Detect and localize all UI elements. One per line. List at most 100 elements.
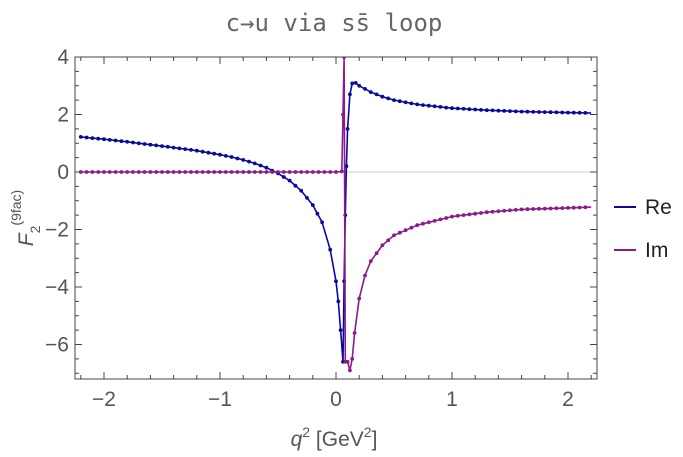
- data-point-im: [223, 170, 228, 174]
- data-point-re: [258, 163, 263, 168]
- data-point-im: [479, 211, 483, 215]
- data-point-re: [421, 103, 425, 107]
- data-point-re: [348, 92, 352, 97]
- data-point-im: [310, 170, 315, 174]
- data-point-re: [212, 151, 217, 156]
- data-point-im: [136, 170, 141, 174]
- data-point-re: [223, 154, 228, 158]
- data-point-im: [212, 170, 217, 174]
- series-group: [78, 57, 592, 373]
- data-point-re: [502, 109, 507, 113]
- data-point-im: [444, 216, 449, 220]
- data-point-im: [276, 170, 280, 174]
- data-point-re: [525, 109, 530, 114]
- data-point-re: [264, 165, 269, 170]
- data-point-im: [328, 170, 333, 174]
- data-point-re: [490, 108, 495, 113]
- data-point-re: [136, 141, 141, 146]
- data-point-re: [299, 188, 304, 193]
- data-point-im: [438, 217, 443, 222]
- data-point-im: [322, 170, 327, 174]
- data-point-im: [90, 170, 95, 174]
- data-point-re: [432, 104, 437, 109]
- data-point-re: [368, 90, 373, 94]
- data-point-re: [345, 126, 350, 131]
- data-point-im: [241, 170, 246, 174]
- axis-ticks: −2 −1 0 1 2 4 2 0 −2 −4 −6: [45, 46, 597, 411]
- data-point-im: [577, 205, 582, 210]
- data-point-re: [548, 110, 553, 115]
- series-line-im: [80, 57, 592, 372]
- legend-label-re: Re: [645, 196, 672, 219]
- data-point-im: [165, 170, 170, 174]
- data-point-im: [148, 170, 153, 174]
- data-point-im: [560, 206, 565, 211]
- data-point-re: [96, 136, 101, 141]
- data-point-im: [107, 170, 112, 174]
- data-point-re: [293, 183, 298, 188]
- data-point-re: [397, 99, 402, 104]
- data-point-re: [154, 143, 159, 148]
- data-point-re: [571, 110, 576, 115]
- data-point-re: [357, 83, 362, 88]
- data-point-im: [281, 170, 286, 174]
- data-point-im: [125, 170, 130, 174]
- data-point-re: [194, 148, 199, 153]
- data-point-re: [78, 135, 83, 139]
- data-point-im: [316, 170, 321, 174]
- data-point-re: [508, 109, 512, 113]
- data-point-im: [171, 170, 176, 174]
- data-point-re: [350, 81, 355, 86]
- data-point-im: [229, 170, 234, 174]
- data-point-re: [102, 137, 106, 142]
- data-point-re: [455, 106, 460, 111]
- data-point-re: [281, 175, 286, 179]
- data-point-im: [554, 206, 559, 211]
- data-point-im: [519, 207, 524, 212]
- data-point-re: [426, 103, 431, 108]
- legend: Re Im: [614, 196, 672, 262]
- data-point-im: [177, 170, 182, 174]
- data-point-im: [392, 233, 396, 238]
- data-point-im: [368, 259, 373, 263]
- data-point-im: [200, 170, 205, 174]
- plot-frame: [74, 56, 598, 380]
- data-point-re: [386, 96, 391, 101]
- data-point-re: [334, 279, 338, 284]
- data-point-re: [125, 139, 130, 144]
- data-point-im: [78, 170, 83, 174]
- data-point-im: [380, 243, 385, 248]
- y-axis-label-sup: (9fac): [8, 190, 24, 226]
- data-point-im: [339, 169, 344, 174]
- data-point-re: [160, 144, 164, 149]
- data-point-im: [345, 359, 350, 364]
- data-point-im: [84, 170, 89, 174]
- y-tick-label: −6: [45, 334, 69, 357]
- x-tick-label: −2: [92, 388, 116, 411]
- x-axis-label-unit-post: ]: [372, 428, 378, 451]
- data-point-im: [455, 213, 460, 218]
- series-layer: [78, 57, 592, 373]
- data-point-re: [537, 110, 541, 114]
- data-point-re: [484, 108, 489, 113]
- data-point-re: [560, 110, 565, 115]
- data-point-im: [513, 208, 518, 212]
- data-point-im: [426, 220, 431, 225]
- data-point-re: [338, 328, 343, 332]
- data-point-im: [531, 207, 536, 211]
- data-point-im: [352, 331, 357, 335]
- data-point-re: [107, 138, 112, 142]
- data-point-re: [171, 145, 176, 150]
- data-point-re: [183, 147, 188, 152]
- data-point-im: [334, 170, 338, 174]
- data-point-im: [537, 206, 541, 211]
- data-point-re: [315, 211, 320, 216]
- data-point-im: [467, 212, 472, 217]
- data-point-re: [119, 139, 124, 144]
- data-point-im: [264, 170, 269, 174]
- data-point-im: [102, 170, 106, 174]
- data-point-im: [484, 210, 489, 215]
- data-point-im: [247, 170, 251, 174]
- data-point-im: [160, 170, 164, 174]
- data-point-re: [287, 178, 292, 183]
